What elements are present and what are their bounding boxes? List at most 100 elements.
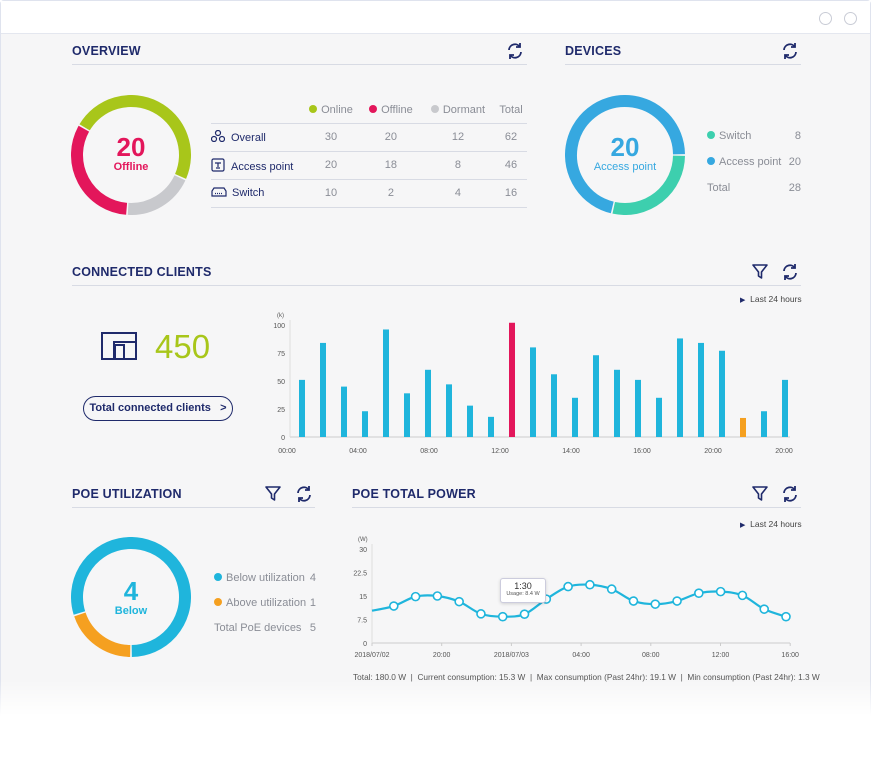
bar bbox=[572, 397, 578, 437]
data-point bbox=[694, 588, 704, 598]
stat-current: Current consumption: 15.3 W bbox=[417, 672, 526, 682]
data-point bbox=[563, 581, 573, 592]
divider bbox=[72, 507, 315, 508]
stat-min: Min consumption (Past 24hr): 1.3 W bbox=[687, 672, 820, 682]
x-tick-label: 04:00 bbox=[349, 448, 367, 455]
data-point bbox=[519, 609, 530, 619]
divider bbox=[72, 64, 527, 65]
center-value: 4 bbox=[123, 576, 139, 606]
range-selector[interactable]: ▶ Last 24 hours bbox=[740, 519, 802, 529]
donut-segment bbox=[565, 95, 685, 214]
row-label: Access point bbox=[211, 151, 301, 180]
bar bbox=[299, 379, 305, 437]
data-point bbox=[781, 611, 791, 622]
data-point bbox=[432, 591, 443, 601]
bar bbox=[593, 355, 599, 437]
data-point bbox=[476, 609, 486, 619]
refresh-icon[interactable] bbox=[505, 41, 525, 61]
legend-dormant: Dormant bbox=[420, 97, 496, 124]
access-point-icon bbox=[211, 157, 225, 172]
bar bbox=[635, 379, 641, 437]
poe-legend: Below utilization 4 Above utilization 1 To… bbox=[214, 566, 316, 641]
y-tick-label: 7.5 bbox=[357, 618, 367, 625]
above-dot-icon bbox=[214, 598, 222, 606]
cell: 12 bbox=[420, 123, 496, 152]
range-label: Last 24 hours bbox=[750, 519, 802, 529]
cell: 10 bbox=[301, 179, 362, 208]
legend-item: Switch 8 bbox=[707, 123, 801, 149]
y-tick-label: 100 bbox=[273, 323, 285, 330]
y-axis-unit: (k) bbox=[277, 313, 284, 319]
devices-legend: Switch 8 Access point 20 Total 28 bbox=[707, 123, 801, 201]
overview-donut bbox=[71, 95, 191, 215]
row-label: Switch bbox=[211, 179, 301, 208]
bar bbox=[740, 417, 746, 437]
overview-title: OVERVIEW bbox=[72, 44, 141, 58]
bar bbox=[341, 386, 347, 437]
bar bbox=[509, 322, 515, 437]
stat-max: Max consumption (Past 24hr): 19.1 W bbox=[536, 672, 677, 682]
table-row[interactable]: Access point 20 18 8 46 bbox=[211, 151, 527, 180]
data-point bbox=[606, 584, 617, 594]
center-value: 20 bbox=[610, 132, 640, 162]
bar bbox=[782, 379, 788, 437]
table-row[interactable]: Switch 10 2 4 16 bbox=[211, 179, 527, 208]
filter-icon[interactable] bbox=[750, 484, 770, 504]
x-tick-label: 04:00 bbox=[572, 652, 590, 659]
cell: 4 bbox=[420, 179, 496, 208]
total-connected-clients-button[interactable]: Total connected clients > bbox=[83, 396, 233, 421]
total-value: 28 bbox=[788, 182, 801, 194]
refresh-icon[interactable] bbox=[780, 41, 800, 61]
legend-label: Online bbox=[321, 103, 353, 116]
clients-count: 450 bbox=[155, 328, 211, 365]
poe-stats: Total: 180.0 W | Current consumption: 15… bbox=[353, 672, 820, 682]
poe-line-chart: (W) 0 7.5 15 22.5 30 2018/07/02 20:00 2018/07/03… bbox=[353, 537, 799, 659]
total-label: Total bbox=[707, 182, 731, 194]
refresh-icon[interactable] bbox=[780, 484, 800, 504]
data-point bbox=[454, 596, 464, 607]
legend-value: 4 bbox=[309, 572, 316, 584]
filter-icon[interactable] bbox=[263, 484, 283, 504]
y-tick-label: 15 bbox=[359, 594, 367, 601]
center-label: Access point bbox=[593, 161, 657, 173]
switch-icon bbox=[211, 187, 227, 197]
x-tick-label: 16:00 bbox=[781, 652, 799, 659]
donut-segment bbox=[79, 95, 191, 179]
chart-tooltip: 1:30 Usage: 8.4 W bbox=[500, 578, 546, 603]
window-control-circle[interactable] bbox=[844, 12, 857, 25]
devices-donut-center: 20 Access point bbox=[565, 133, 685, 173]
y-tick-label: 0 bbox=[363, 641, 367, 648]
data-point bbox=[585, 579, 595, 590]
divider bbox=[352, 507, 801, 508]
cell: 30 bbox=[301, 123, 362, 152]
legend-item: Above utilization 1 bbox=[214, 591, 316, 616]
x-tick-label: 2018/07/02 bbox=[354, 652, 389, 659]
window-control-circle[interactable] bbox=[819, 12, 832, 25]
donut-segment bbox=[71, 125, 128, 215]
legend-label: Dormant bbox=[442, 103, 486, 116]
dormant-dot-icon bbox=[430, 104, 439, 113]
bar bbox=[530, 347, 536, 437]
row-name: Access point bbox=[231, 160, 294, 173]
y-tick-label: 25 bbox=[277, 407, 285, 414]
x-tick-label: 12:00 bbox=[712, 652, 730, 659]
refresh-icon[interactable] bbox=[294, 484, 314, 504]
clients-title: CONNECTED CLIENTS bbox=[72, 265, 212, 279]
donut-segment bbox=[127, 175, 186, 215]
refresh-icon[interactable] bbox=[780, 262, 800, 282]
total-value: 5 bbox=[309, 622, 316, 634]
bar bbox=[719, 350, 725, 437]
range-selector[interactable]: ▶ Last 24 hours bbox=[740, 294, 802, 304]
access-point-dot-icon bbox=[707, 157, 715, 165]
total-label: Total PoE devices bbox=[214, 622, 302, 634]
filter-icon[interactable] bbox=[750, 262, 770, 282]
bar bbox=[656, 397, 662, 437]
tooltip-value: Usage: 8.4 W bbox=[506, 591, 540, 597]
table-row[interactable]: Overall 30 20 12 62 bbox=[210, 123, 527, 152]
legend-value: 20 bbox=[788, 156, 801, 168]
overview-table: Online Offline Dormant Total Overall 30 20… bbox=[210, 97, 527, 208]
bar bbox=[467, 405, 473, 437]
poe-donut bbox=[71, 537, 191, 657]
bar bbox=[362, 411, 368, 437]
bar bbox=[404, 393, 410, 437]
